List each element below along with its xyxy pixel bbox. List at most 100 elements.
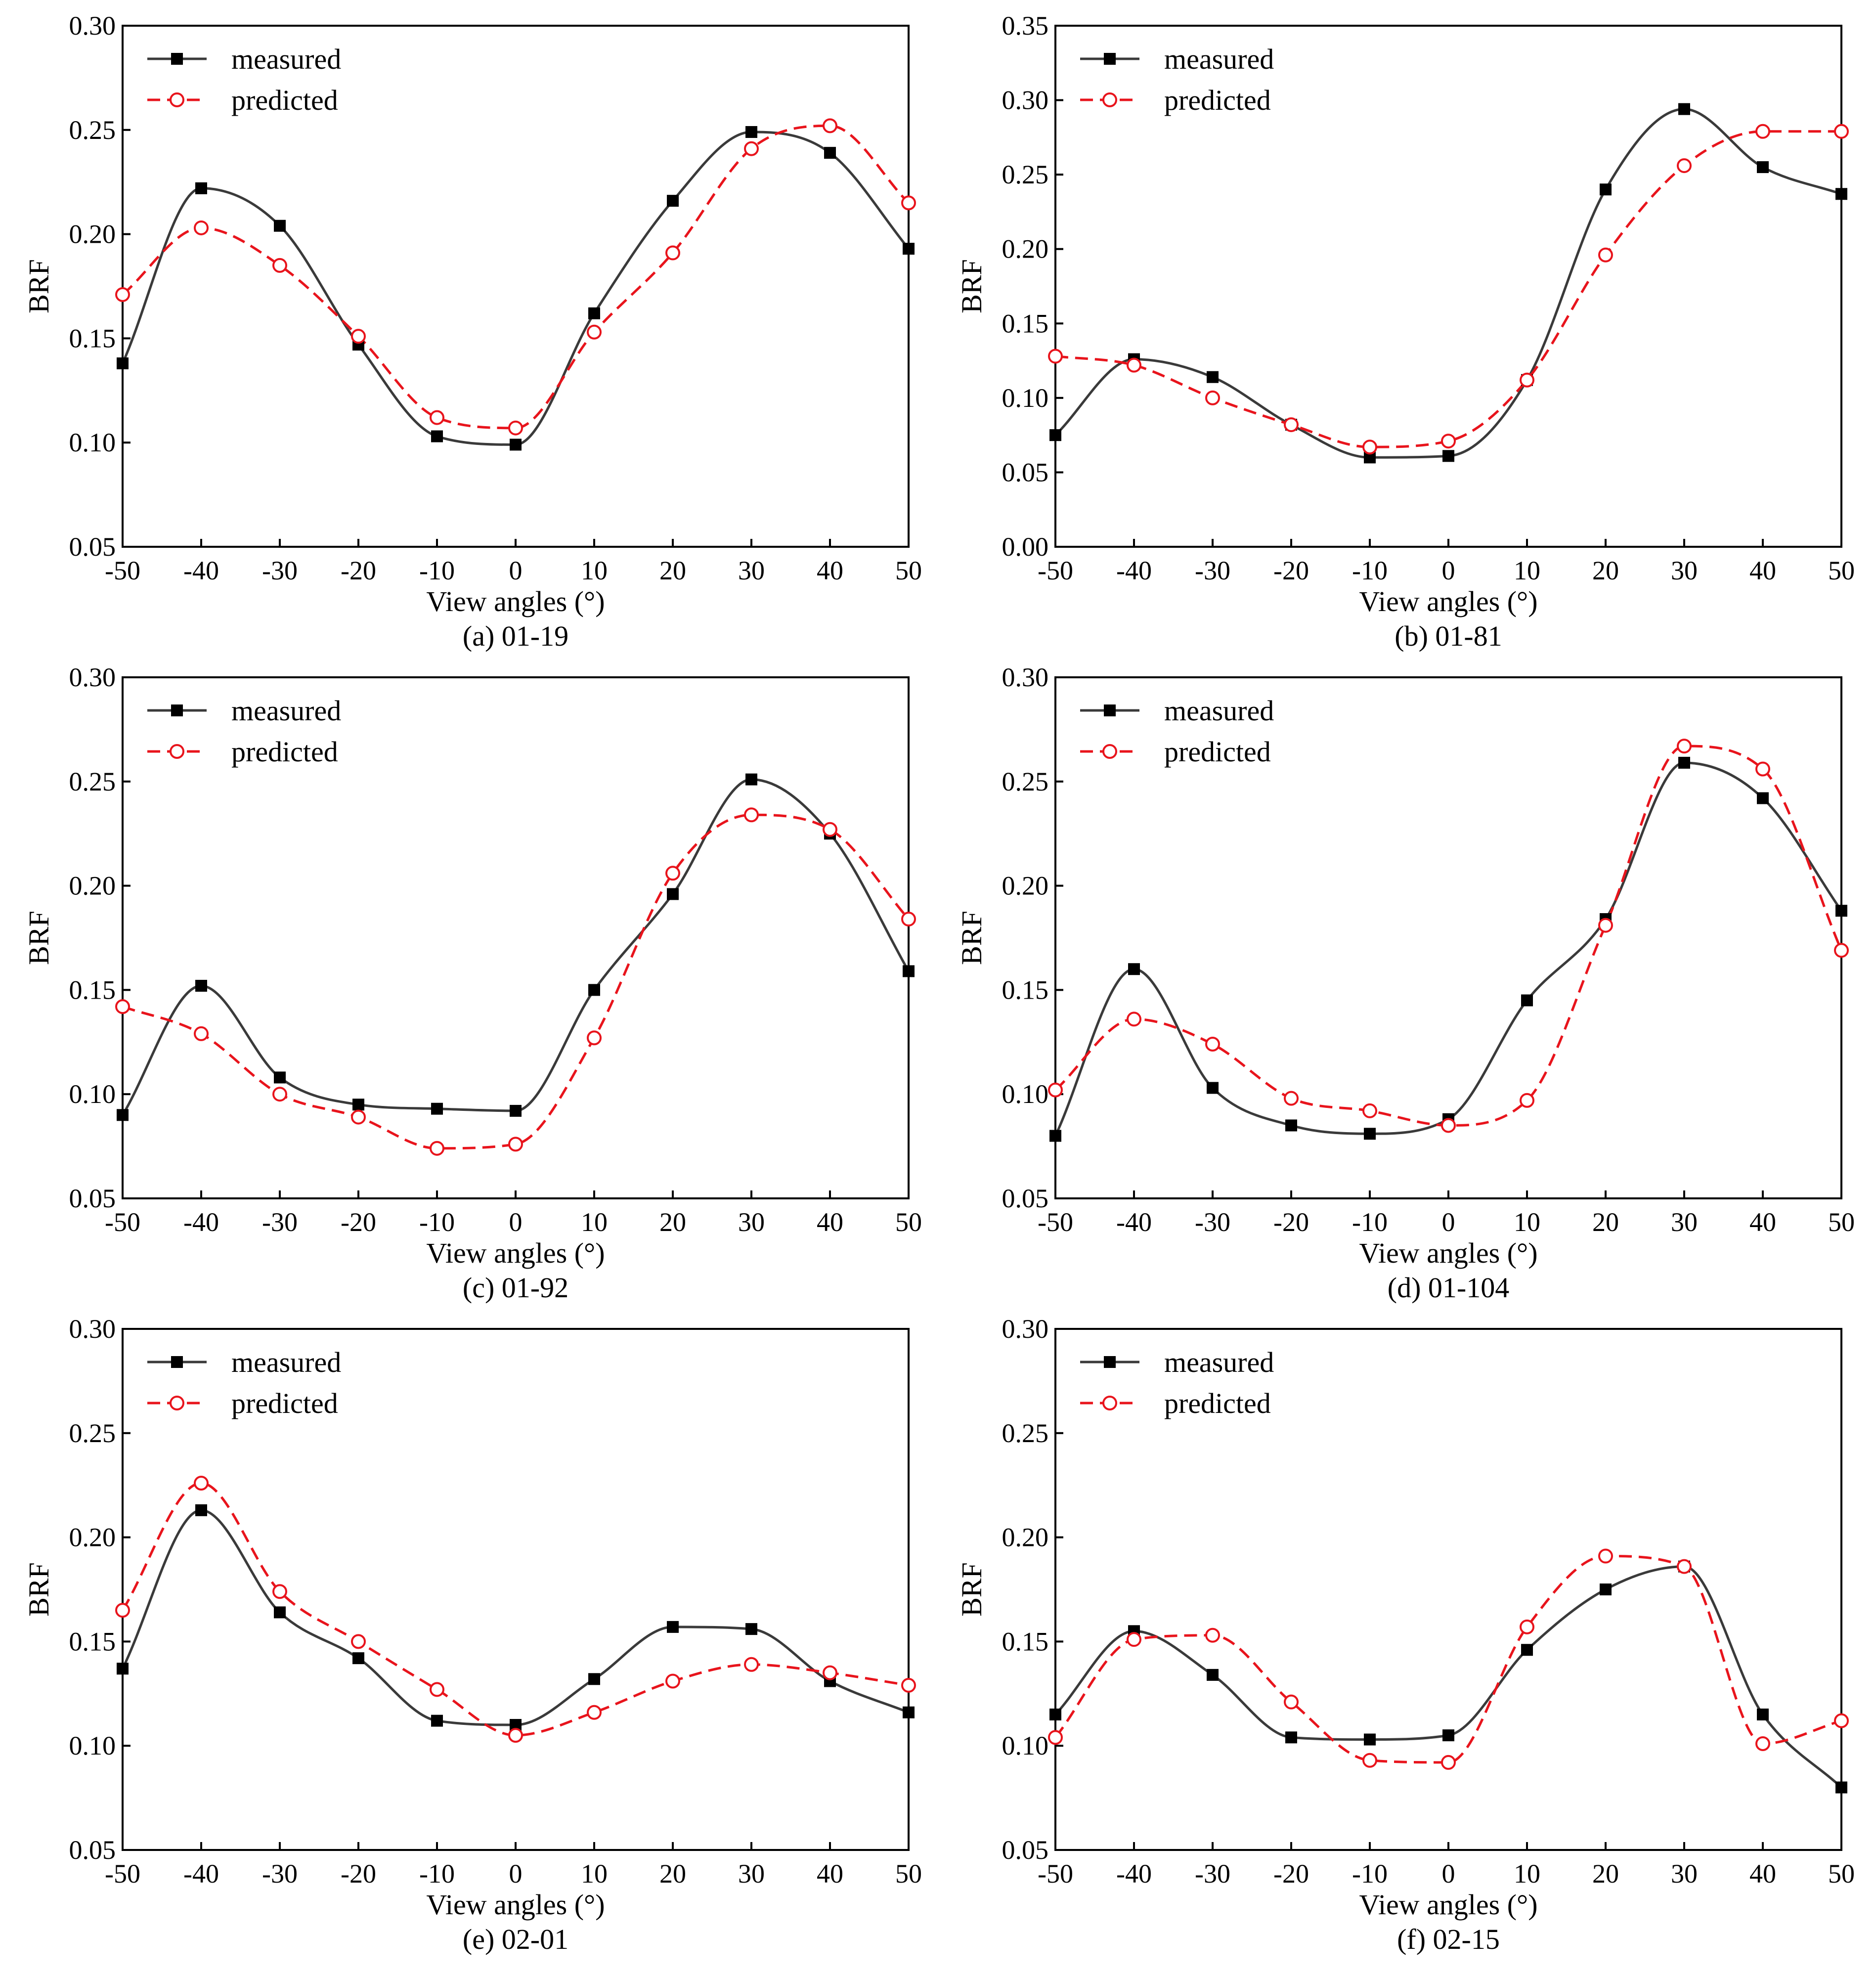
y-tick-label: 0.25 [1002,1418,1049,1448]
legend-marker-predicted [170,744,184,759]
legend: measured predicted [1080,43,1274,116]
point-predicted [1127,1632,1141,1647]
point-measured [1364,1733,1376,1746]
legend-marker-measured [1104,704,1116,716]
point-predicted [744,807,759,823]
point-predicted [351,329,366,344]
x-tick-label: 0 [1442,1859,1455,1889]
x-tick-label: -10 [1352,1207,1388,1237]
point-measured [274,1071,286,1084]
point-measured [1521,1644,1533,1656]
legend-marker-measured [171,1356,183,1368]
y-tick-label: 0.10 [1002,1079,1049,1109]
point-predicted [1441,1118,1456,1133]
point-predicted [1048,1082,1063,1098]
point-measured [274,220,286,232]
plot-area [123,778,909,1150]
x-tick-label: -30 [1195,1859,1230,1889]
y-tick-label: 0.05 [69,1184,116,1213]
y-tick-label: 0.20 [1002,234,1049,264]
series-line-predicted [1055,130,1841,448]
x-tick-label: 40 [1749,556,1776,585]
x-tick-label: -50 [1038,556,1073,585]
y-tick-label: 0.20 [69,220,116,249]
x-axis-title: View angles (°) [1359,1889,1537,1921]
point-measured [588,984,600,996]
x-axis-title: View angles (°) [426,585,605,617]
point-predicted [1677,158,1692,174]
series-line-measured [123,131,909,446]
point-predicted [587,324,602,340]
legend-label-predicted: predicted [231,736,338,768]
legend: measured predicted [1080,1346,1274,1419]
point-measured [667,195,679,207]
y-tick-label: 0.10 [69,428,116,457]
series-line-measured [1055,1565,1841,1789]
x-tick-label: 10 [1514,1859,1540,1889]
point-measured [1049,429,1061,441]
point-predicted [1598,247,1613,263]
legend-label-predicted: predicted [231,84,338,116]
point-measured [1364,1128,1376,1140]
y-tick-label: 0.20 [1002,1523,1049,1552]
panel-caption: (c) 01-92 [463,1272,568,1304]
y-tick-label: 0.05 [1002,1835,1049,1865]
x-tick-label: 0 [509,556,523,585]
point-predicted [1284,1091,1299,1106]
point-measured [1442,1729,1454,1742]
x-tick-label: -40 [183,556,219,585]
y-tick-label: 0.25 [69,115,116,145]
x-tick-label: 10 [581,556,608,585]
series-line-predicted [123,1482,909,1737]
chart-panel-4: 0.05 0.10 0.15 0.20 0.25 0.30 -50 -40 -30 -20 -10 0… [956,662,1855,1304]
x-tick-label: 0 [509,1859,523,1889]
point-predicted [272,1087,287,1102]
legend: measured predicted [147,43,341,116]
legend-marker-predicted [1102,1396,1117,1410]
y-axis-title: BRF [23,1562,55,1617]
point-predicted [508,1728,523,1743]
point-measured [1835,905,1847,917]
x-tick-label: -10 [419,1207,455,1237]
y-tick-label: 0.25 [69,1418,116,1448]
point-predicted [508,420,523,436]
legend-marker-predicted [170,1396,184,1410]
panel-caption: (d) 01-104 [1388,1272,1509,1304]
point-predicted [1205,1627,1220,1643]
point-predicted [1205,1037,1220,1052]
x-tick-label: 20 [659,1859,686,1889]
y-tick-label: 0.20 [69,871,116,901]
x-tick-label: -20 [1273,1859,1309,1889]
point-predicted [430,410,444,425]
panel-caption: (e) 02-01 [463,1923,568,1955]
point-measured [117,357,129,369]
series-line-measured [123,778,909,1116]
x-tick-label: -10 [419,556,455,585]
x-tick-label: 0 [1442,1207,1455,1237]
x-tick-label: 50 [1828,1859,1855,1889]
point-predicted [1048,349,1063,364]
chart-panel-2: 0.00 0.05 0.10 0.15 0.20 0.25 0.30 0.35 -50 -40 -3… [956,11,1855,652]
legend-label-measured: measured [1164,43,1274,75]
point-predicted [430,1141,444,1156]
legend-marker-predicted [1102,744,1117,759]
x-tick-label: 10 [581,1207,608,1237]
x-tick-label: 20 [659,1207,686,1237]
x-tick-label: 20 [1592,1859,1619,1889]
point-measured [1207,1082,1219,1094]
point-measured [1207,371,1219,383]
y-tick-label: 0.00 [1002,532,1049,562]
point-measured [1835,1781,1847,1794]
x-tick-label: 10 [1514,556,1540,585]
legend-marker-measured [171,704,183,716]
y-tick-label: 0.30 [69,11,116,41]
y-tick-label: 0.15 [69,323,116,353]
point-measured [1678,103,1690,115]
y-tick-label: 0.25 [1002,767,1049,796]
point-predicted [1834,124,1849,139]
series-line-predicted [1055,745,1841,1127]
y-tick-label: 0.10 [69,1079,116,1109]
point-predicted [744,141,759,156]
legend-marker-measured [1104,53,1116,65]
x-tick-label: -30 [262,556,298,585]
